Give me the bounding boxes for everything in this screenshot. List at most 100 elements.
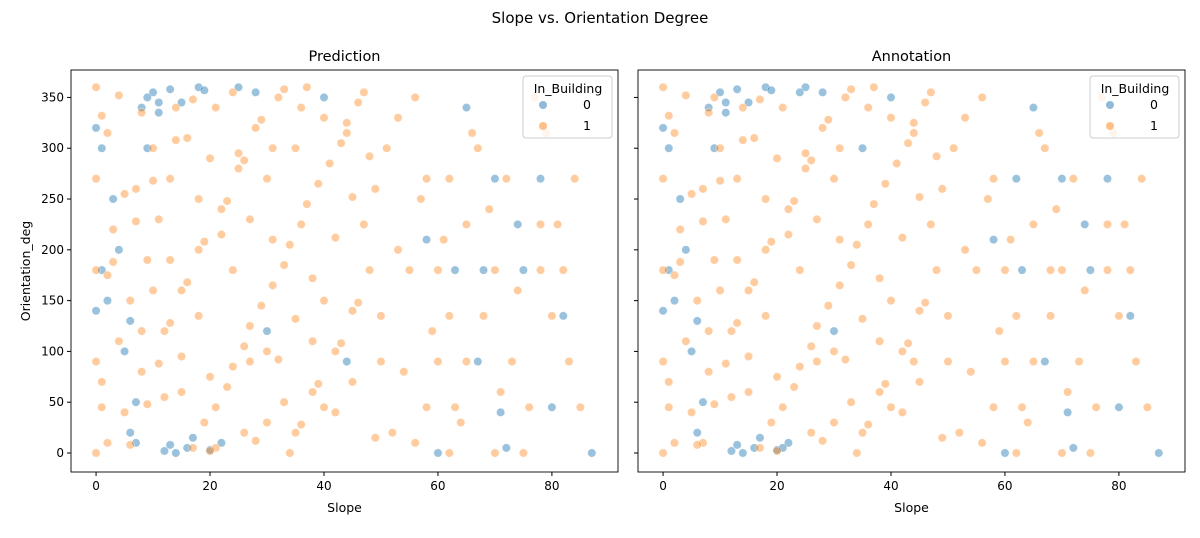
data-point-in-building-1 — [410, 438, 420, 448]
data-point-in-building-1 — [869, 199, 879, 209]
data-point-in-building-1 — [439, 235, 449, 245]
data-point-in-building-1 — [1006, 235, 1016, 245]
data-point-in-building-1 — [330, 407, 340, 417]
data-point-in-building-1 — [738, 103, 748, 113]
x-tick-label: 60 — [430, 479, 445, 493]
x-tick-label: 60 — [997, 479, 1012, 493]
data-point-in-building-1 — [490, 265, 500, 275]
data-point-in-building-1 — [444, 174, 454, 184]
data-point-in-building-0 — [342, 357, 352, 367]
data-point-in-building-0 — [1103, 174, 1113, 184]
data-point-in-building-0 — [795, 87, 805, 97]
data-point-in-building-0 — [490, 174, 500, 184]
data-point-in-building-1 — [1103, 219, 1113, 229]
data-point-in-building-1 — [496, 387, 506, 397]
data-point-in-building-1 — [353, 98, 363, 108]
data-point-in-building-1 — [251, 123, 261, 133]
data-point-in-building-1 — [664, 402, 674, 412]
data-point-in-building-1 — [239, 341, 249, 351]
data-point-in-building-1 — [658, 448, 668, 458]
data-point-in-building-0 — [108, 194, 118, 204]
y-tick-label: 0 — [56, 446, 64, 460]
data-point-in-building-1 — [268, 235, 278, 245]
data-point-in-building-1 — [761, 194, 771, 204]
data-point-in-building-1 — [732, 174, 742, 184]
data-point-in-building-1 — [216, 204, 226, 214]
data-point-in-building-1 — [97, 377, 107, 387]
data-point-in-building-1 — [829, 174, 839, 184]
data-point-in-building-1 — [658, 357, 668, 367]
data-point-in-building-0 — [1063, 407, 1073, 417]
data-point-in-building-0 — [433, 448, 443, 458]
data-point-in-building-1 — [892, 158, 902, 168]
data-point-in-building-1 — [245, 321, 255, 331]
data-point-in-building-1 — [840, 92, 850, 102]
data-point-in-building-1 — [704, 367, 714, 377]
data-point-in-building-1 — [393, 245, 403, 255]
data-point-in-building-1 — [199, 237, 209, 247]
data-point-in-building-1 — [669, 128, 679, 138]
data-point-in-building-0 — [97, 143, 107, 153]
data-point-in-building-1 — [715, 285, 725, 295]
data-point-in-building-1 — [783, 230, 793, 240]
data-point-in-building-0 — [194, 82, 204, 92]
data-point-in-building-1 — [558, 265, 568, 275]
data-point-in-building-1 — [989, 402, 999, 412]
data-point-in-building-1 — [262, 174, 272, 184]
data-point-in-building-1 — [971, 265, 981, 275]
data-point-in-building-1 — [125, 440, 135, 450]
data-point-in-building-1 — [285, 448, 295, 458]
data-point-in-building-1 — [658, 82, 668, 92]
data-point-in-building-0 — [692, 428, 702, 438]
y-tick-label: 150 — [41, 294, 64, 308]
data-point-in-building-1 — [336, 138, 346, 148]
data-point-in-building-1 — [1057, 265, 1067, 275]
data-point-in-building-1 — [909, 357, 919, 367]
data-point-in-building-0 — [1068, 443, 1078, 453]
data-point-in-building-1 — [795, 265, 805, 275]
data-point-in-building-1 — [114, 336, 124, 346]
data-point-in-building-0 — [501, 443, 511, 453]
data-point-in-building-1 — [801, 164, 811, 174]
data-point-in-building-1 — [1034, 128, 1044, 138]
data-point-in-building-1 — [148, 285, 158, 295]
data-point-in-building-1 — [433, 265, 443, 275]
data-point-in-building-0 — [761, 82, 771, 92]
data-point-in-building-1 — [91, 82, 101, 92]
data-point-in-building-1 — [926, 87, 936, 97]
data-point-in-building-1 — [857, 314, 867, 324]
data-point-in-building-1 — [228, 362, 238, 372]
data-point-in-building-1 — [422, 174, 432, 184]
data-point-in-building-1 — [778, 402, 788, 412]
data-point-in-building-1 — [698, 438, 708, 448]
data-point-in-building-1 — [783, 204, 793, 214]
y-tick-label: 350 — [41, 90, 64, 104]
data-point-in-building-1 — [875, 273, 885, 283]
data-point-in-building-0 — [692, 316, 702, 326]
data-point-in-building-1 — [823, 115, 833, 125]
data-point-in-building-1 — [159, 392, 169, 402]
data-point-in-building-1 — [818, 123, 828, 133]
data-point-in-building-0 — [1028, 103, 1038, 113]
data-point-in-building-1 — [159, 326, 169, 336]
y-tick-label: 250 — [41, 192, 64, 206]
data-point-in-building-1 — [761, 245, 771, 255]
data-point-in-building-1 — [319, 113, 329, 123]
data-point-in-building-1 — [564, 357, 574, 367]
data-point-in-building-1 — [983, 194, 993, 204]
data-point-in-building-1 — [131, 216, 141, 226]
data-point-in-building-0 — [886, 92, 896, 102]
data-point-in-building-0 — [177, 98, 187, 108]
data-point-in-building-1 — [857, 428, 867, 438]
data-point-in-building-1 — [256, 115, 266, 125]
data-point-in-building-1 — [137, 108, 147, 118]
data-point-in-building-0 — [91, 306, 101, 316]
data-point-in-building-1 — [256, 301, 266, 311]
data-point-in-building-1 — [1114, 311, 1124, 321]
data-point-in-building-1 — [1046, 311, 1056, 321]
data-point-in-building-1 — [177, 351, 187, 361]
data-point-in-building-1 — [1074, 357, 1084, 367]
data-point-in-building-0 — [1125, 311, 1135, 321]
data-point-in-building-1 — [704, 326, 714, 336]
